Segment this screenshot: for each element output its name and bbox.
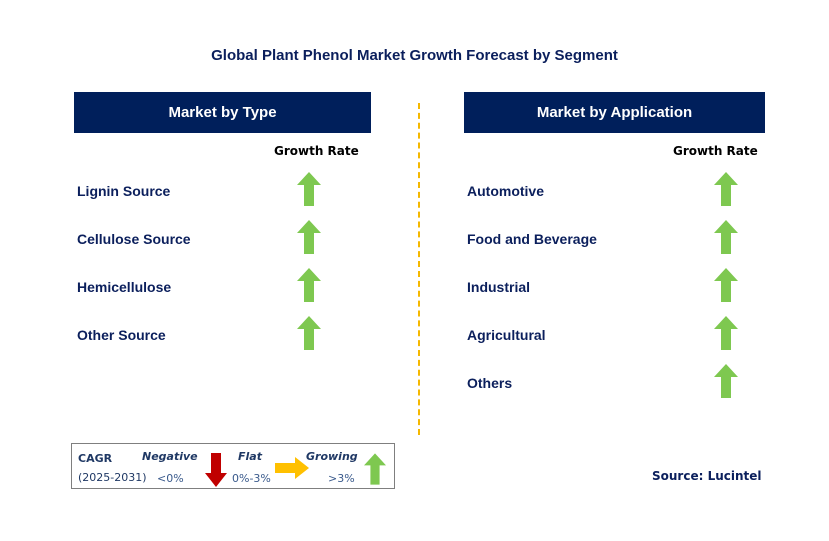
arrow-up-icon <box>714 364 738 398</box>
application-row-label: Industrial <box>467 279 531 295</box>
arrow-up-icon <box>297 268 321 302</box>
application-panel-header: Market by Application <box>464 92 765 133</box>
arrow-up-icon <box>714 316 738 350</box>
legend-growing-label: Growing <box>306 450 358 463</box>
legend-growing-range: >3% <box>328 472 355 485</box>
arrow-right-icon <box>275 457 309 479</box>
application-row-label: Agricultural <box>467 327 546 343</box>
arrow-up-icon <box>714 268 738 302</box>
source-label: Source: Lucintel <box>652 469 762 483</box>
legend-negative-label: Negative <box>142 450 198 463</box>
arrow-up-icon <box>714 172 738 206</box>
legend-flat-label: Flat <box>238 450 262 463</box>
type-row-label: Hemicellulose <box>77 279 172 295</box>
type-growth-rate-label: Growth Rate <box>274 144 359 158</box>
application-growth-rate-label: Growth Rate <box>673 144 758 158</box>
type-panel-header: Market by Type <box>74 92 371 133</box>
panel-divider <box>418 103 420 435</box>
type-row-label: Other Source <box>77 327 166 343</box>
arrow-up-icon <box>297 316 321 350</box>
arrow-up-icon <box>297 172 321 206</box>
application-row-label: Food and Beverage <box>467 231 597 247</box>
application-row-label: Others <box>467 375 513 391</box>
type-row-label: Lignin Source <box>77 183 171 199</box>
arrow-down-icon <box>205 453 227 487</box>
arrow-up-icon <box>364 453 386 485</box>
chart-title: Global Plant Phenol Market Growth Foreca… <box>211 47 618 64</box>
legend-flat-range: 0%-3% <box>232 472 271 485</box>
type-row-label: Cellulose Source <box>77 231 191 247</box>
application-row-label: Automotive <box>467 183 544 199</box>
legend-cagr-label: CAGR <box>78 452 113 465</box>
legend-negative-range: <0% <box>157 472 184 485</box>
arrow-up-icon <box>297 220 321 254</box>
cagr-legend: CAGR (2025-2031) Negative <0% Flat 0%-3%… <box>71 443 395 489</box>
legend-period: (2025-2031) <box>78 471 147 484</box>
arrow-up-icon <box>714 220 738 254</box>
